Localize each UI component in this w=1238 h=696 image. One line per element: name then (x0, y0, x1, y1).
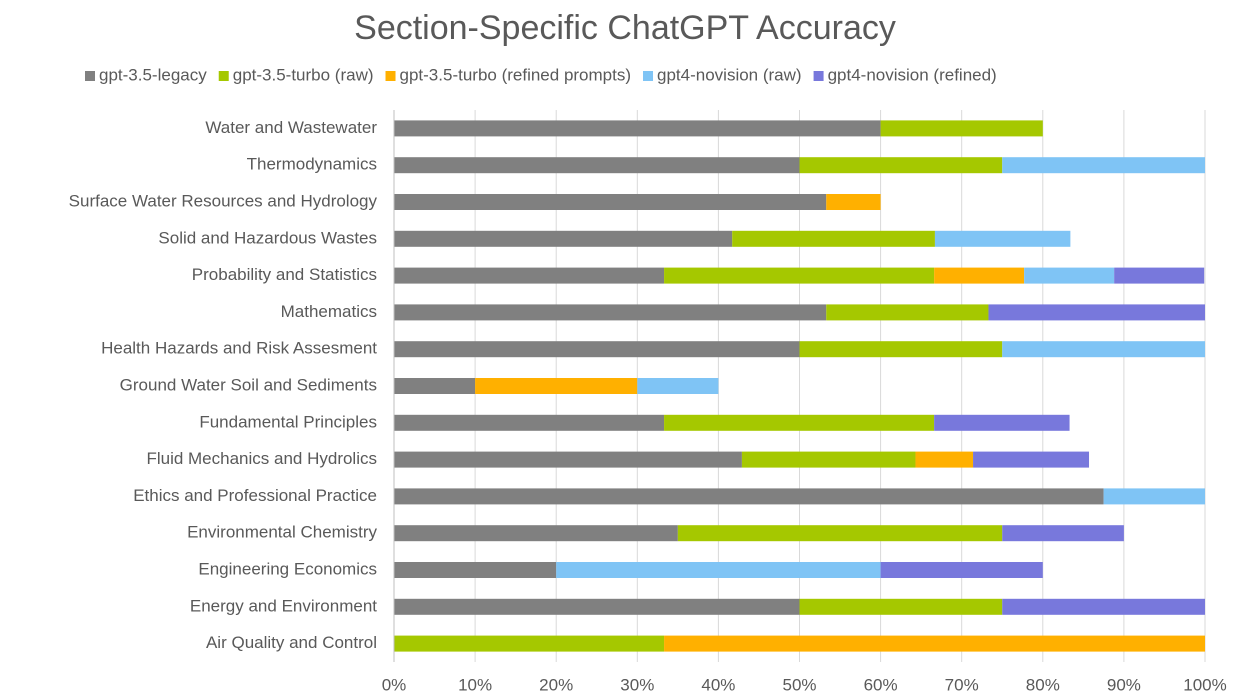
y-tick-label: Water and Wastewater (205, 118, 377, 137)
x-tick-label: 70% (945, 675, 979, 694)
y-tick-label: Probability and Statistics (192, 265, 377, 284)
bar-segment (1002, 525, 1124, 542)
legend-swatch (813, 71, 824, 81)
legend-swatch (85, 71, 95, 81)
x-tick-label: 20% (539, 675, 573, 694)
legend-label: gpt4-novision (refined) (828, 65, 997, 84)
y-tick-label: Health Hazards and Risk Assesment (101, 339, 377, 358)
bar-segment (394, 525, 678, 542)
bar-segment (1103, 488, 1205, 505)
bar-segment (677, 525, 1003, 542)
y-tick-label: Energy and Environment (190, 596, 377, 615)
bar-segment (934, 414, 1070, 431)
y-tick-label: Engineering Economics (198, 559, 377, 578)
x-tick-label: 50% (782, 675, 816, 694)
x-tick-label: 10% (458, 675, 492, 694)
bar-segment (880, 562, 1043, 578)
chart-title: Section-Specific ChatGPT Accuracy (354, 9, 896, 47)
bar-segment (664, 635, 1205, 652)
legend-swatch (218, 71, 229, 81)
bar-segment (475, 378, 638, 394)
bar-segment (1002, 341, 1205, 358)
bar-segment (394, 488, 1104, 505)
bar-segment (826, 304, 989, 321)
bar-segment (799, 341, 1003, 358)
y-tick-label: Mathematics (281, 302, 377, 321)
legend-label: gpt-3.5-turbo (refined prompts) (400, 65, 632, 84)
bar-segment (664, 414, 935, 431)
y-tick-label: Thermodynamics (247, 155, 377, 174)
y-tick-label: Ethics and Professional Practice (133, 486, 377, 505)
bar-segment (394, 598, 800, 615)
bar-segment (741, 451, 916, 468)
bar-segment (394, 230, 733, 247)
x-tick-label: 30% (620, 675, 654, 694)
bar-segment (394, 378, 476, 394)
bar-segment (934, 230, 1071, 247)
x-tick-label: 60% (864, 675, 898, 694)
legend-label: gpt-3.5-legacy (99, 65, 207, 84)
bar-segment (394, 157, 800, 174)
bar-segment (799, 598, 1003, 615)
bar-segment (637, 378, 719, 394)
bar-segment (394, 635, 665, 652)
bar-segment (880, 120, 1043, 137)
y-tick-label: Solid and Hazardous Wastes (158, 228, 377, 247)
bar-segment (394, 562, 557, 578)
y-tick-label: Air Quality and Control (206, 633, 377, 652)
bar-segment (556, 562, 881, 578)
legend-swatch (643, 71, 654, 81)
y-tick-label: Surface Water Resources and Hydrology (69, 191, 378, 210)
bar-segment (394, 341, 800, 358)
x-tick-label: 100% (1183, 675, 1226, 694)
x-tick-label: 80% (1026, 675, 1060, 694)
bar-segment (1002, 157, 1205, 174)
bar-segment (394, 120, 881, 137)
bar-segment (988, 304, 1205, 321)
legend-swatch (385, 71, 396, 81)
legend-label: gpt-3.5-turbo (raw) (233, 65, 374, 84)
bar-segment (799, 157, 1003, 174)
legend-label: gpt4-novision (raw) (657, 65, 802, 84)
bar-segment (973, 451, 1090, 468)
bar-segment (394, 194, 827, 210)
bar-segment (394, 451, 742, 468)
bar-segment (1024, 267, 1115, 284)
x-tick-label: 0% (382, 675, 407, 694)
y-tick-label: Fundamental Principles (199, 412, 377, 431)
bar-segment (934, 267, 1025, 284)
bar-segment (664, 267, 935, 284)
y-tick-label: Environmental Chemistry (187, 523, 377, 542)
bar-segment (394, 414, 665, 431)
x-tick-label: 90% (1107, 675, 1141, 694)
x-tick-label: 40% (701, 675, 735, 694)
y-tick-label: Ground Water Soil and Sediments (120, 375, 377, 394)
bar-segment (1002, 598, 1205, 615)
bar-segment (915, 451, 974, 468)
bar-segment (394, 304, 827, 321)
bar-segment (394, 267, 665, 284)
y-tick-label: Fluid Mechanics and Hydrolics (146, 449, 377, 468)
bar-segment (826, 194, 881, 210)
bar-segment (1114, 267, 1205, 284)
bar-segment (732, 230, 935, 247)
